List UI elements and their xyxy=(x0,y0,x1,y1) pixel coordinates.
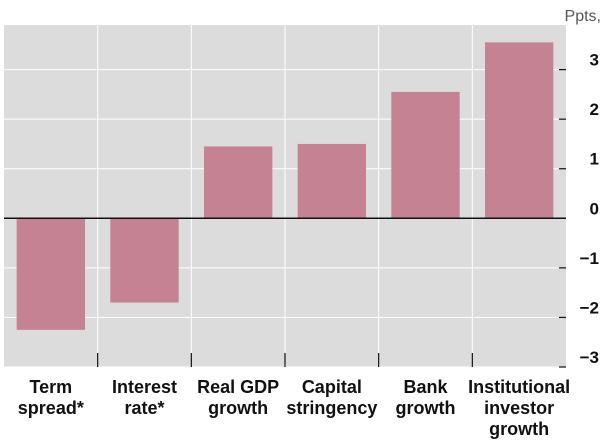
x-category-label: Interest rate* xyxy=(112,377,177,418)
x-category-label-line: Capital xyxy=(302,377,362,397)
x-category-label-line: rate* xyxy=(124,398,164,418)
y-tick-label: −1 xyxy=(580,249,599,268)
bar xyxy=(110,218,179,303)
x-category-label-line: growth xyxy=(208,398,268,418)
x-category-label-line: spread* xyxy=(18,398,84,418)
y-tick-label: 2 xyxy=(590,100,599,119)
y-tick-label: 3 xyxy=(590,51,599,70)
bar xyxy=(297,143,367,219)
x-category-label-line: Bank xyxy=(403,377,448,397)
x-category-label-line: Interest xyxy=(112,377,177,397)
y-tick-label: 1 xyxy=(590,150,599,169)
y-tick-label: −3 xyxy=(580,348,599,367)
x-category-label: Institutional investor growth xyxy=(468,377,570,439)
x-category-label-line: growth xyxy=(489,419,549,439)
x-category-label: Term spread* xyxy=(18,377,84,418)
x-category-label-line: Institutional xyxy=(468,377,570,397)
x-category-label: Bank growth xyxy=(396,377,456,418)
x-category-label-line: stringency xyxy=(286,398,377,418)
bar xyxy=(203,146,273,219)
bar xyxy=(391,91,460,219)
y-axis-unit-label: Ppts, xyxy=(565,8,601,25)
y-tick-label: −2 xyxy=(580,298,599,317)
x-category-label-line: investor xyxy=(484,398,554,418)
x-category-label: Real GDP growth xyxy=(197,377,279,418)
y-tick-label: 0 xyxy=(590,199,599,218)
x-category-label-line: growth xyxy=(396,398,456,418)
bar xyxy=(16,218,86,330)
x-category-label-line: Term xyxy=(29,377,72,397)
x-category-label-line: Real GDP xyxy=(197,377,279,397)
bar xyxy=(484,42,554,219)
x-category-label: Capital stringency xyxy=(286,377,377,418)
